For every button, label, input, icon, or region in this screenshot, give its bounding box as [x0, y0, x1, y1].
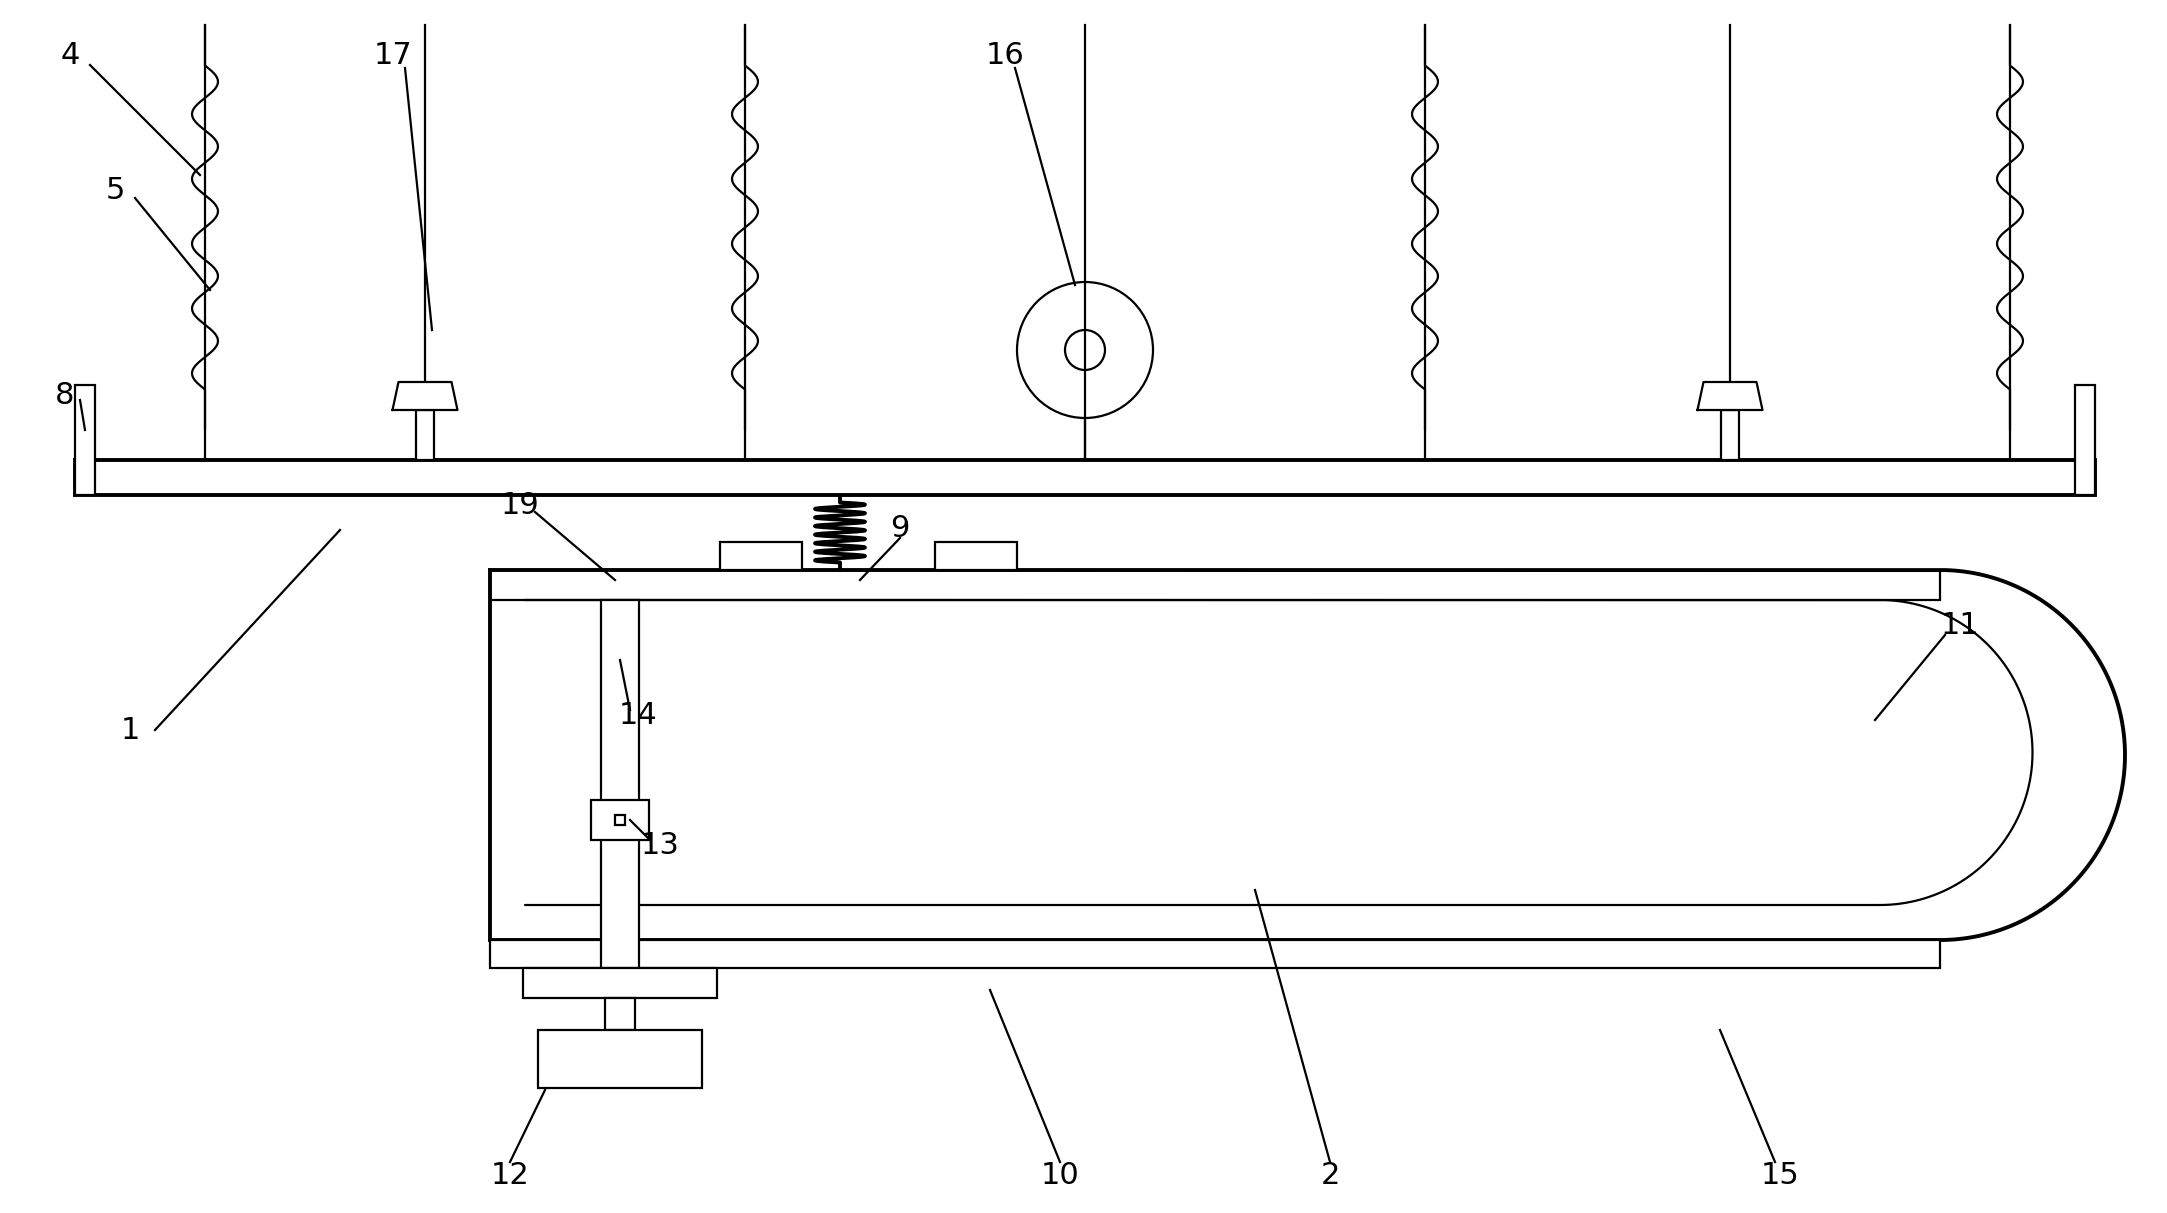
Text: 17: 17 — [373, 40, 412, 69]
Bar — [2076, 385, 2095, 495]
Text: 16: 16 — [986, 40, 1025, 69]
Text: 9: 9 — [891, 513, 910, 542]
Polygon shape — [1697, 382, 1762, 410]
Bar — [490, 570, 1939, 600]
Text: 10: 10 — [1040, 1161, 1079, 1190]
Bar — [605, 998, 635, 1030]
Text: 19: 19 — [501, 490, 540, 519]
Text: 1: 1 — [121, 716, 139, 745]
Polygon shape — [392, 382, 457, 410]
Bar — [1721, 410, 1738, 460]
Text: 2: 2 — [1320, 1161, 1339, 1190]
Text: 11: 11 — [1942, 610, 1978, 639]
Bar — [76, 460, 2095, 495]
Bar — [537, 1030, 702, 1088]
Text: 4: 4 — [61, 40, 80, 69]
Text: 12: 12 — [490, 1161, 529, 1190]
Bar — [522, 968, 717, 998]
Text: 15: 15 — [1760, 1161, 1799, 1190]
Bar — [934, 542, 1016, 570]
Bar — [719, 542, 802, 570]
Bar — [615, 815, 624, 825]
Text: 13: 13 — [641, 831, 680, 860]
Text: 14: 14 — [618, 700, 657, 729]
Bar — [490, 940, 1939, 968]
Text: 8: 8 — [54, 381, 74, 410]
Bar — [416, 410, 433, 460]
Text: 5: 5 — [106, 176, 126, 205]
Bar — [600, 600, 639, 968]
Bar — [592, 801, 648, 839]
Bar — [76, 385, 95, 495]
